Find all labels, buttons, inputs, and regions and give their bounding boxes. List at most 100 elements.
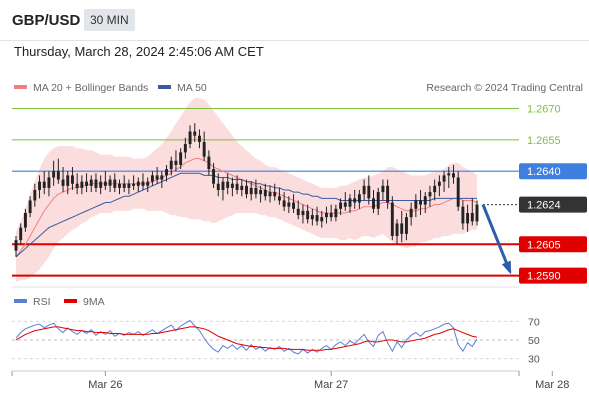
- timeframe-badge[interactable]: 30 MIN: [84, 9, 135, 31]
- candle-up: [183, 144, 187, 153]
- candle-up: [409, 208, 413, 218]
- candle-up: [230, 183, 234, 188]
- candle-up: [52, 171, 56, 178]
- candle-down: [419, 200, 423, 205]
- candle-up: [259, 190, 263, 195]
- candle-up: [301, 210, 305, 216]
- candle-down: [103, 181, 107, 186]
- candle-up: [320, 217, 324, 222]
- candle-up: [89, 179, 93, 186]
- candle-down: [292, 202, 295, 209]
- candle-up: [240, 185, 244, 190]
- candle-down: [122, 183, 126, 188]
- candle-down: [400, 223, 404, 234]
- candle-up: [376, 192, 380, 209]
- candle-down: [216, 183, 220, 190]
- candle-down: [113, 179, 117, 188]
- candle-down: [94, 179, 98, 188]
- candle-up: [310, 215, 314, 220]
- level-tag-text-1.2590: 1.2590: [527, 271, 561, 283]
- candle-up: [357, 194, 361, 203]
- candle-up: [447, 173, 451, 176]
- x-tick-label: Mar 26: [88, 379, 122, 391]
- candle-up: [334, 208, 338, 218]
- candle-down: [470, 212, 474, 222]
- candle-down: [343, 202, 347, 207]
- candle-up: [433, 185, 437, 193]
- candle-up: [437, 181, 441, 186]
- candle-down: [367, 185, 371, 199]
- candle-up: [99, 181, 103, 188]
- candles: [14, 123, 479, 257]
- candle-up: [428, 192, 432, 197]
- candle-down: [202, 141, 206, 157]
- ma20-legend-swatch: [14, 85, 27, 89]
- level-tag-text-1.2624: 1.2624: [527, 200, 561, 212]
- projection-arrow-shaft: [481, 204, 512, 273]
- candle-up: [268, 192, 272, 197]
- candle-up: [348, 198, 352, 207]
- candle-down: [70, 175, 74, 184]
- candle-down: [75, 183, 79, 188]
- candle-down: [372, 198, 375, 209]
- level-tags: 1.2670 1.2655 1.2640 1.2624 1.2605 1.2590: [519, 104, 587, 284]
- candle-up: [118, 183, 121, 188]
- x-tick-label: Mar 27: [314, 379, 348, 391]
- level-label-1.2655: 1.2655: [527, 135, 561, 147]
- candle-up: [165, 169, 168, 176]
- candle-down: [212, 169, 216, 184]
- candle-down: [329, 212, 333, 218]
- candle-down: [315, 215, 319, 222]
- candle-up: [136, 181, 140, 186]
- candle-up: [150, 175, 154, 182]
- level-tag-1.2590: [519, 267, 587, 284]
- rsi-ma-line: [15, 326, 478, 351]
- candle-up: [38, 181, 41, 190]
- level-tag-text-1.2640: 1.2640: [527, 166, 561, 178]
- symbol-title: GBP/USD: [12, 12, 81, 29]
- candle-down: [226, 181, 230, 188]
- candle-down: [42, 181, 46, 188]
- candle-up: [80, 181, 84, 188]
- candle-down: [245, 185, 248, 195]
- level-tag-1.2624: [519, 196, 587, 213]
- candle-down: [254, 187, 258, 195]
- candle-down: [461, 206, 465, 224]
- candle-down: [207, 156, 211, 170]
- candle-down: [386, 185, 390, 203]
- candle-up: [146, 181, 150, 186]
- candle-up: [362, 185, 366, 195]
- candle-down: [456, 177, 460, 207]
- candle-down: [277, 196, 281, 201]
- level-lines: [12, 108, 519, 277]
- rsi-legend-label: RSI: [33, 296, 51, 308]
- candle-up: [188, 131, 192, 145]
- candle-up: [14, 240, 18, 251]
- ma20-legend-label: MA 20 + Bollinger Bands: [33, 82, 148, 94]
- candle-up: [466, 212, 470, 224]
- candle-down: [56, 171, 60, 180]
- candle-up: [423, 196, 427, 205]
- candle-up: [28, 200, 32, 213]
- candle-down: [132, 183, 136, 186]
- chart-header: GBP/USD 30 MIN: [0, 0, 589, 41]
- candle-up: [19, 227, 23, 241]
- candle-up: [404, 217, 408, 234]
- candle-up: [47, 177, 51, 188]
- level-label-1.2670: 1.2670: [527, 104, 561, 116]
- rsi-ma-legend-swatch: [64, 299, 77, 303]
- timestamp: Thursday, March 28, 2024 2:45:06 AM CET: [14, 44, 264, 59]
- candle-up: [325, 212, 328, 218]
- candle-down: [141, 181, 145, 186]
- candle-down: [296, 208, 300, 216]
- candle-up: [249, 187, 253, 195]
- candle-down: [273, 192, 277, 197]
- candle-up: [169, 160, 173, 170]
- candle-down: [85, 181, 89, 186]
- rsi-panel: 70 50 30: [12, 316, 540, 366]
- candle-up: [381, 185, 385, 193]
- candle-down: [198, 135, 201, 142]
- projection-arrow-head: [501, 260, 512, 275]
- candle-up: [108, 179, 112, 186]
